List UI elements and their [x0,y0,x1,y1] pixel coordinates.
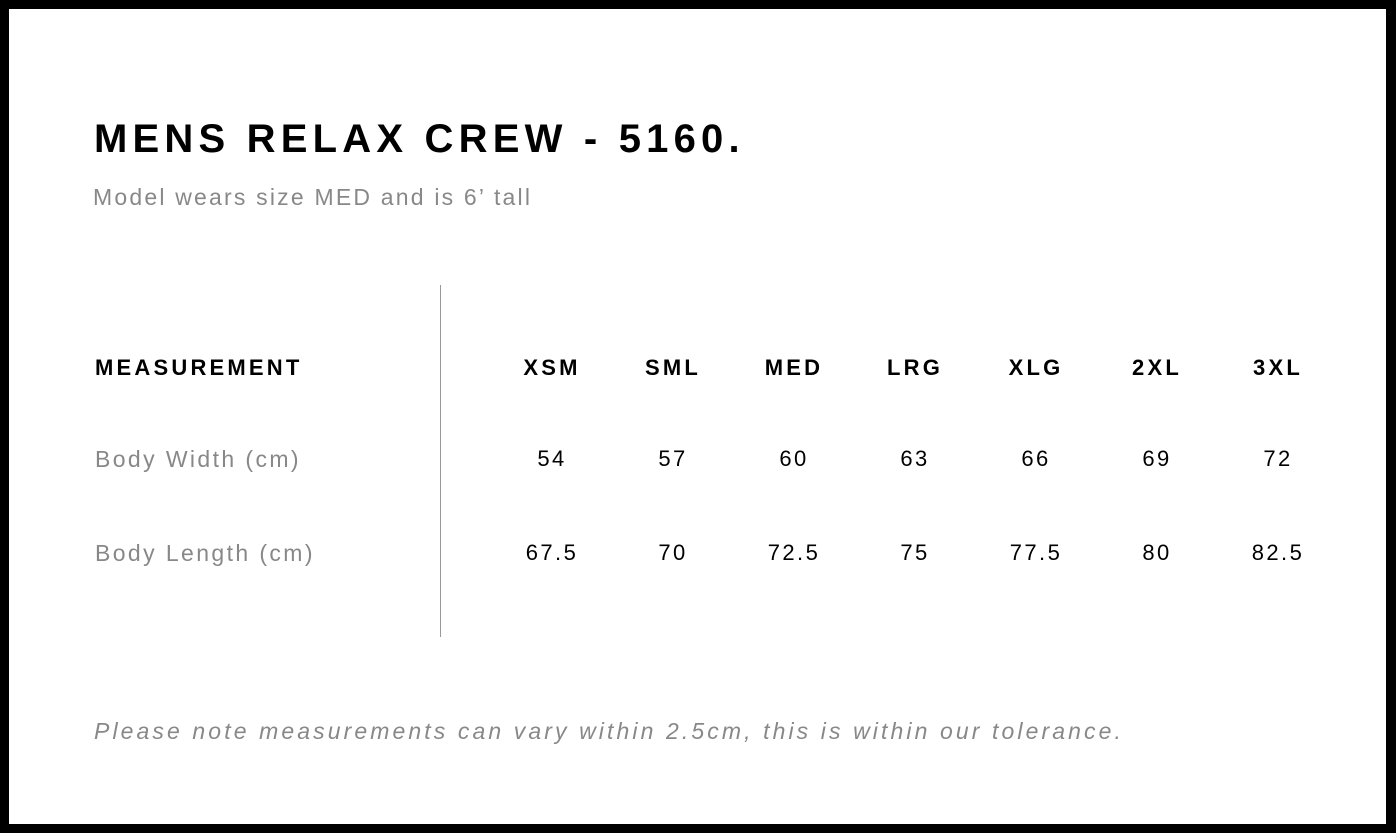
header-size: LRG [886,355,944,380]
table-cell: 66 [1021,446,1051,471]
tolerance-note: Please note measurements can vary within… [94,718,1125,744]
table-cell: 67.5 [525,540,579,565]
header-size: MED [764,355,824,380]
row-label: Body Length (cm) [95,540,315,566]
column-divider [440,285,441,637]
table-cell: 69 [1142,446,1172,471]
table-cell: 70 [658,540,688,565]
table-cell: 80 [1142,540,1172,565]
table-cell: 82.5 [1251,540,1305,565]
table-cell: 60 [779,446,809,471]
size-chart-card: MENS RELAX CREW - 5160. Model wears size… [9,9,1386,824]
table-cell: 72.5 [767,540,821,565]
table-cell: 63 [900,446,930,471]
subtitle: Model wears size MED and is 6’ tall [93,184,533,210]
table-cell: 54 [537,446,567,471]
table-cell: 72 [1263,446,1293,471]
header-measurement: MEASUREMENT [95,355,303,380]
table-cell: 75 [900,540,930,565]
table-cell: 57 [658,446,688,471]
page-title: MENS RELAX CREW - 5160. [94,117,745,161]
row-label: Body Width (cm) [95,446,301,472]
header-size: 3XL [1253,355,1303,380]
header-size: XLG [1008,355,1064,380]
header-size: XSM [523,355,581,380]
header-size: SML [644,355,702,380]
header-size: 2XL [1132,355,1182,380]
table-cell: 77.5 [1009,540,1063,565]
